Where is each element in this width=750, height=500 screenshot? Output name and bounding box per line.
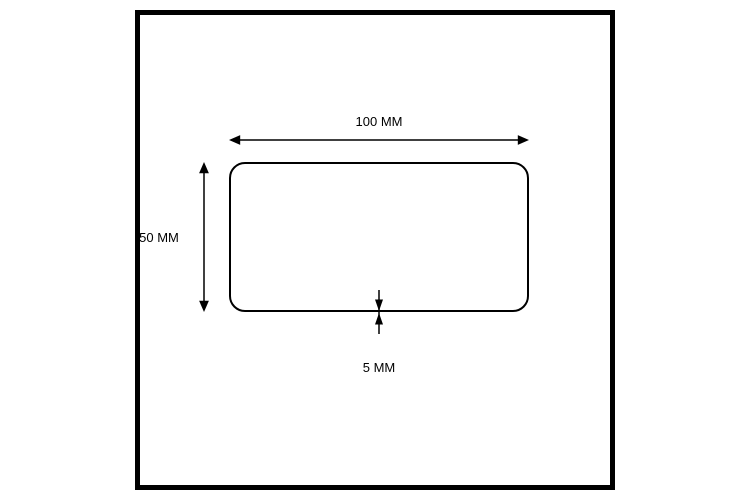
rounded-rectangle [229, 162, 529, 312]
height-dimension-label: 50 MM [129, 230, 189, 245]
width-dimension-label: 100 MM [339, 114, 419, 129]
radius-dimension-label: 5 MM [349, 360, 409, 375]
